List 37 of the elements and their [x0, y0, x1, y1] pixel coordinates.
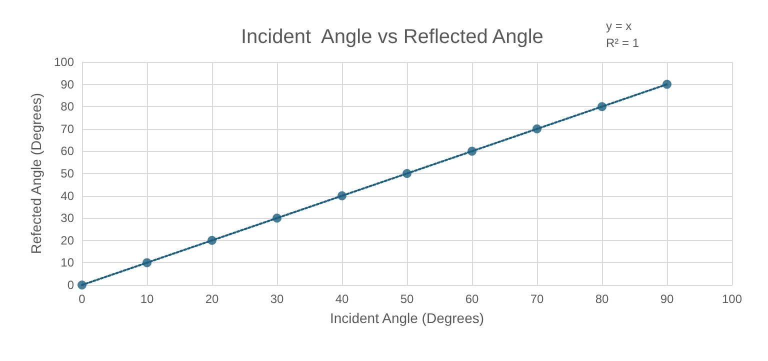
point: [598, 102, 606, 112]
point: [272, 214, 282, 223]
y-tick-label: 70: [60, 122, 74, 136]
x-tick-label: 50: [400, 292, 414, 306]
y-tick-label: 30: [60, 211, 74, 226]
y-axis-title: Refected Angle (Degrees): [28, 92, 44, 254]
x-tick-label: 40: [335, 292, 349, 306]
point: [468, 146, 476, 156]
x-tick-label: 10: [140, 292, 154, 306]
point: [208, 236, 216, 245]
y-tick-label: 60: [60, 144, 74, 158]
text: y = x: [606, 19, 632, 33]
point: [402, 169, 412, 178]
y-tick-label: 40: [60, 188, 74, 203]
y-tick-label: 50: [60, 166, 74, 180]
y-tick-label: 20: [60, 233, 74, 248]
point: [532, 124, 542, 134]
x-tick-label: 80: [595, 292, 609, 306]
y-tick-label: 90: [60, 77, 74, 92]
x-axis-title: Incident Angle (Degrees): [330, 310, 484, 326]
x-tick-label: 70: [530, 292, 544, 306]
point: [662, 80, 672, 89]
x-tick-label: 60: [465, 292, 479, 306]
y-tick-label: 80: [60, 100, 74, 114]
x-tick-label: 20: [205, 292, 219, 306]
y-tick-label: 0: [67, 278, 74, 292]
point: [78, 280, 86, 290]
x-tick-label: 0: [78, 292, 86, 306]
point: [142, 258, 152, 268]
point: [338, 191, 346, 200]
y-tick-label: 100: [54, 55, 74, 69]
text: R² = 1: [606, 36, 640, 50]
x-tick-label: 90: [660, 292, 674, 306]
chart-title: Incident Angle vs Reflected Angle: [241, 26, 544, 48]
x-tick-label: 30: [270, 292, 284, 306]
y-tick-label: 10: [60, 256, 74, 270]
x-tick-label: 100: [722, 292, 742, 306]
